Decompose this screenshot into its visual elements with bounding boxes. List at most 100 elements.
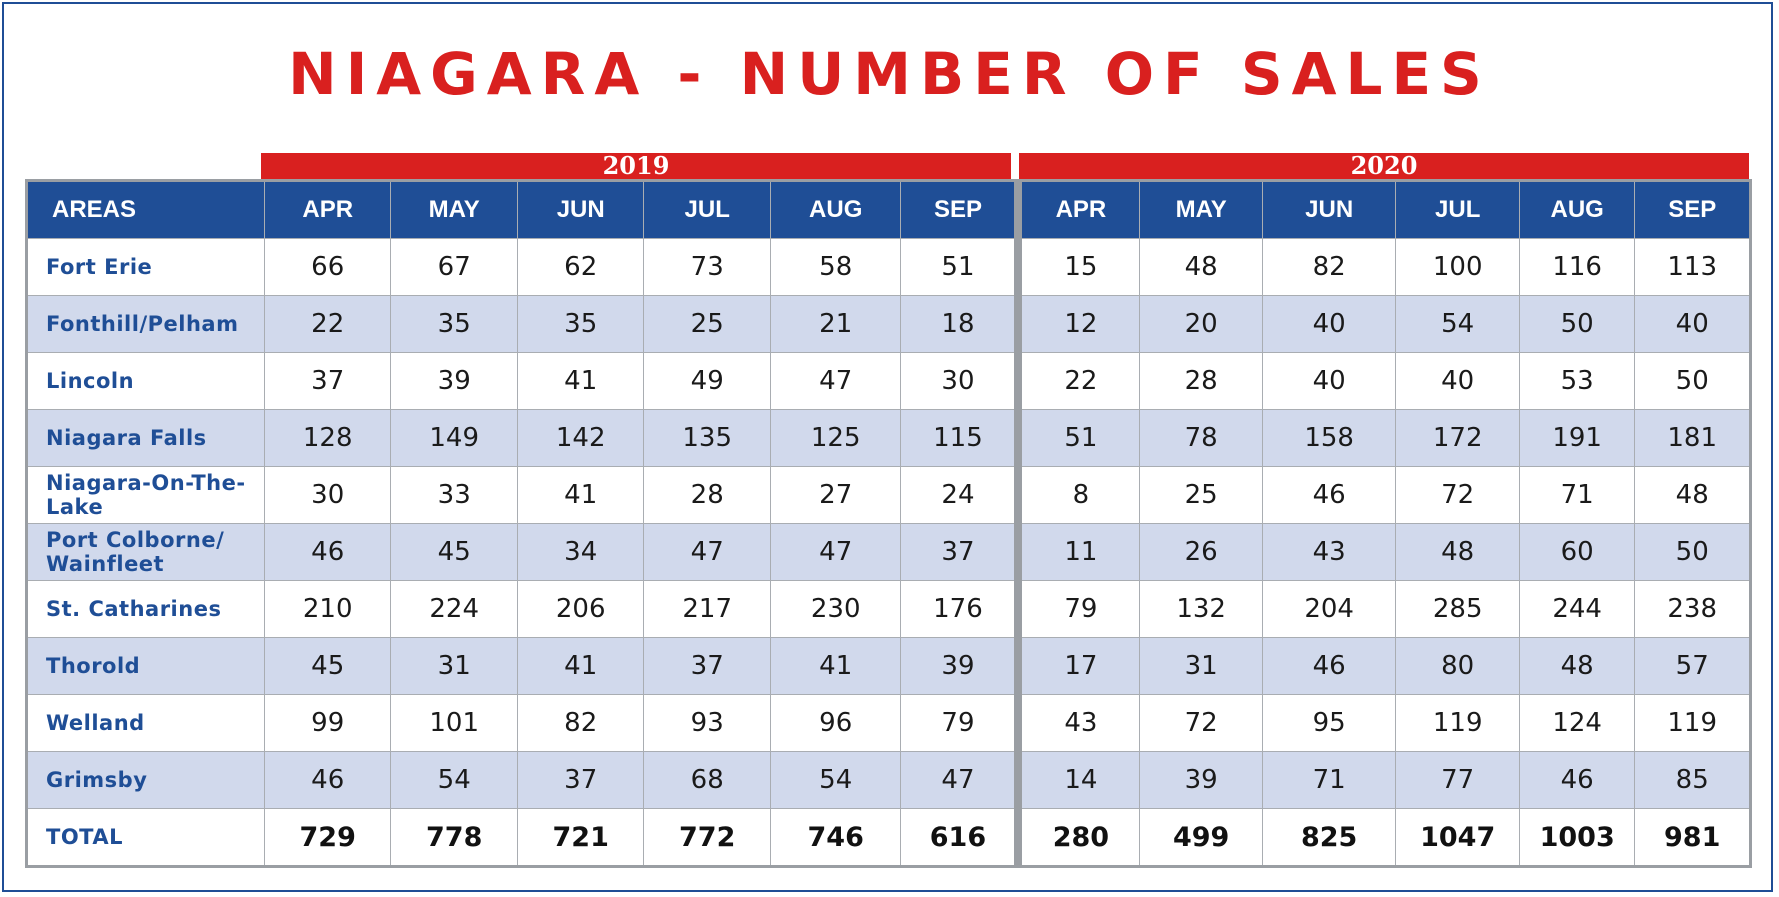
value-cell-2019-apr: 30 xyxy=(263,466,392,524)
value-cell-2019-jul: 49 xyxy=(643,352,771,410)
month-header-2020-jun: JUN xyxy=(1261,180,1397,239)
value-cell-2019-aug: 230 xyxy=(769,580,902,638)
value-cell-2019-sep: 51 xyxy=(900,238,1019,296)
value-cell-2020-aug: 244 xyxy=(1518,580,1636,638)
month-header-2019-sep: SEP xyxy=(900,180,1019,239)
table-row: St. Catharines 210 224 206 217 230 176 79 132 204… xyxy=(26,580,1751,638)
value-cell-2020-apr: 51 xyxy=(1014,409,1141,467)
value-cell-2020-aug: 71 xyxy=(1518,466,1636,524)
value-cell-2019-sep: 176 xyxy=(900,580,1019,638)
value-cell-2019-sep: 37 xyxy=(900,523,1019,581)
value-cell-2019-sep: 616 xyxy=(900,808,1019,867)
value-cell-2020-jun: 204 xyxy=(1261,580,1397,638)
value-cell-2020-jul: 285 xyxy=(1395,580,1520,638)
value-cell-2019-jun: 34 xyxy=(516,523,645,581)
value-cell-2020-may: 48 xyxy=(1139,238,1263,296)
value-cell-2019-apr: 128 xyxy=(263,409,392,467)
value-cell-2020-aug: 1003 xyxy=(1518,808,1636,867)
value-cell-2020-apr: 8 xyxy=(1014,466,1141,524)
value-cell-2020-may: 499 xyxy=(1139,808,1263,867)
value-cell-2020-sep: 85 xyxy=(1634,751,1751,809)
month-header-2020-aug: AUG xyxy=(1518,180,1636,239)
value-cell-2020-apr: 12 xyxy=(1014,295,1141,353)
value-cell-2019-may: 45 xyxy=(390,523,518,581)
value-cell-2020-sep: 181 xyxy=(1634,409,1751,467)
value-cell-2019-jun: 41 xyxy=(516,352,645,410)
value-cell-2020-jun: 825 xyxy=(1261,808,1397,867)
value-cell-2020-sep: 48 xyxy=(1634,466,1751,524)
value-cell-2019-sep: 30 xyxy=(900,352,1019,410)
value-cell-2020-may: 78 xyxy=(1139,409,1263,467)
value-cell-2019-aug: 58 xyxy=(769,238,902,296)
value-cell-2019-apr: 46 xyxy=(263,751,392,809)
value-cell-2019-may: 224 xyxy=(390,580,518,638)
value-cell-2019-aug: 54 xyxy=(769,751,902,809)
value-cell-2019-jun: 721 xyxy=(516,808,645,867)
value-cell-2019-may: 54 xyxy=(390,751,518,809)
month-header-2020-jul: JUL xyxy=(1395,180,1520,239)
value-cell-2019-apr: 729 xyxy=(263,808,392,867)
table-row: Niagara-On-The-Lake 30 33 41 28 27 24 8 25 46 72 71… xyxy=(26,466,1751,524)
value-cell-2019-may: 39 xyxy=(390,352,518,410)
value-cell-2019-jul: 25 xyxy=(643,295,771,353)
value-cell-2020-sep: 113 xyxy=(1634,238,1751,296)
value-cell-2019-apr: 45 xyxy=(263,637,392,695)
value-cell-2020-jul: 40 xyxy=(1395,352,1520,410)
value-cell-2019-aug: 96 xyxy=(769,694,902,752)
month-header-2019-aug: AUG xyxy=(769,180,902,239)
value-cell-2019-aug: 21 xyxy=(769,295,902,353)
month-header-2019-jul: JUL xyxy=(643,180,771,239)
value-cell-2019-aug: 47 xyxy=(769,352,902,410)
month-header-2019-jun: JUN xyxy=(516,180,645,239)
value-cell-2019-may: 101 xyxy=(390,694,518,752)
area-label: Niagara-On-The-Lake xyxy=(26,466,265,524)
table-row: Niagara Falls 128 149 142 135 125 115 51 78 158 17… xyxy=(26,409,1751,467)
value-cell-2019-jul: 772 xyxy=(643,808,771,867)
year-header-2019: 2019 xyxy=(261,153,1011,179)
value-cell-2019-apr: 66 xyxy=(263,238,392,296)
value-cell-2019-jun: 206 xyxy=(516,580,645,638)
value-cell-2020-may: 26 xyxy=(1139,523,1263,581)
value-cell-2020-jun: 82 xyxy=(1261,238,1397,296)
value-cell-2020-apr: 15 xyxy=(1014,238,1141,296)
area-label: Grimsby xyxy=(26,751,265,809)
value-cell-2019-jul: 28 xyxy=(643,466,771,524)
value-cell-2020-may: 20 xyxy=(1139,295,1263,353)
value-cell-2020-jun: 40 xyxy=(1261,352,1397,410)
value-cell-2020-aug: 46 xyxy=(1518,751,1636,809)
value-cell-2020-aug: 191 xyxy=(1518,409,1636,467)
value-cell-2020-may: 28 xyxy=(1139,352,1263,410)
value-cell-2020-may: 39 xyxy=(1139,751,1263,809)
value-cell-2019-apr: 46 xyxy=(263,523,392,581)
value-cell-2019-may: 33 xyxy=(390,466,518,524)
month-header-2019-may: MAY xyxy=(390,180,518,239)
value-cell-2019-jun: 37 xyxy=(516,751,645,809)
value-cell-2020-aug: 60 xyxy=(1518,523,1636,581)
areas-header: AREAS xyxy=(26,180,265,239)
value-cell-2020-jul: 119 xyxy=(1395,694,1520,752)
value-cell-2019-apr: 99 xyxy=(263,694,392,752)
value-cell-2019-jul: 37 xyxy=(643,637,771,695)
value-cell-2019-may: 778 xyxy=(390,808,518,867)
value-cell-2019-apr: 210 xyxy=(263,580,392,638)
month-header-2020-may: MAY xyxy=(1139,180,1263,239)
value-cell-2019-aug: 746 xyxy=(769,808,902,867)
area-label: TOTAL xyxy=(26,808,265,867)
value-cell-2019-sep: 39 xyxy=(900,637,1019,695)
total-row: TOTAL 729 778 721 772 746 616 280 499 825 1047 1003… xyxy=(26,808,1751,867)
value-cell-2019-may: 31 xyxy=(390,637,518,695)
value-cell-2020-may: 25 xyxy=(1139,466,1263,524)
value-cell-2019-aug: 41 xyxy=(769,637,902,695)
value-cell-2019-apr: 22 xyxy=(263,295,392,353)
value-cell-2019-jul: 217 xyxy=(643,580,771,638)
year-header-2020: 2020 xyxy=(1019,153,1749,179)
value-cell-2019-jun: 142 xyxy=(516,409,645,467)
table-row: Lincoln 37 39 41 49 47 30 22 28 40 40 53 50 xyxy=(26,352,1751,410)
value-cell-2020-apr: 79 xyxy=(1014,580,1141,638)
value-cell-2020-aug: 48 xyxy=(1518,637,1636,695)
value-cell-2020-may: 72 xyxy=(1139,694,1263,752)
value-cell-2020-apr: 17 xyxy=(1014,637,1141,695)
value-cell-2020-may: 132 xyxy=(1139,580,1263,638)
value-cell-2020-jul: 72 xyxy=(1395,466,1520,524)
